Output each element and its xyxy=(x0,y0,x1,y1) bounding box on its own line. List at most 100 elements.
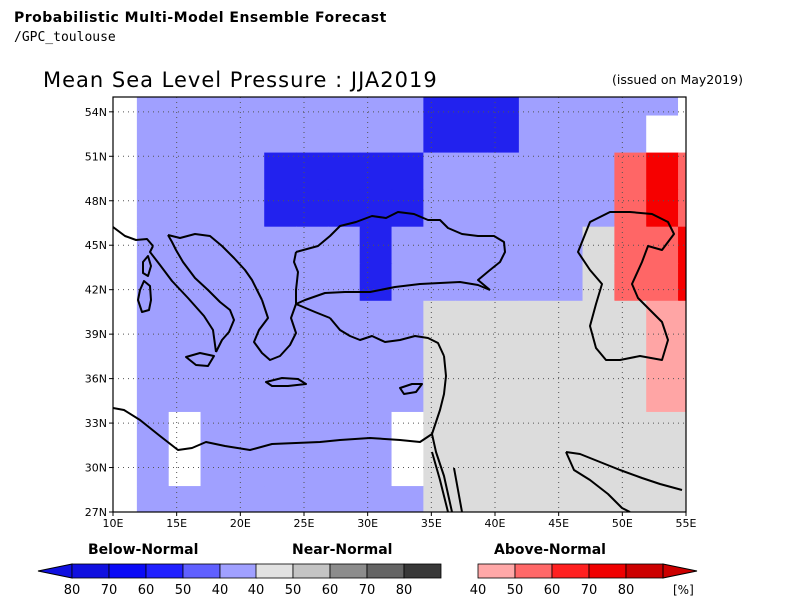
grid-cell xyxy=(519,41,551,79)
grid-cell xyxy=(774,412,800,450)
grid-cell xyxy=(359,97,393,117)
grid-cell xyxy=(391,300,424,339)
grid-cell xyxy=(487,300,520,339)
grid-cell xyxy=(296,41,328,79)
lon-tick-label: 55E xyxy=(676,517,697,530)
grid-cell xyxy=(487,0,519,5)
grid-cell xyxy=(614,449,647,487)
legend-below-tick: 40 xyxy=(212,583,229,598)
grid-cell xyxy=(774,338,800,376)
grid-cell xyxy=(391,449,424,487)
legend-below-swatch xyxy=(71,563,110,579)
grid-cell xyxy=(742,153,774,191)
grid-cell xyxy=(455,374,488,413)
grid-cell xyxy=(359,486,393,512)
legend-near-swatch xyxy=(329,563,368,579)
grid-cell xyxy=(327,152,361,191)
legend-near-swatch xyxy=(366,563,405,579)
map-title: Mean Sea Level Pressure : JJA2019 xyxy=(43,68,438,92)
grid-cell xyxy=(168,337,202,376)
grid-cell xyxy=(678,486,686,512)
grid-cell xyxy=(455,4,487,42)
grid-cell xyxy=(360,4,392,42)
grid-cell xyxy=(169,0,201,5)
grid-cell xyxy=(710,412,742,450)
grid-cell xyxy=(328,41,360,79)
lon-tick-label: 10E xyxy=(103,517,124,530)
lat-tick-label: 39N xyxy=(85,328,107,341)
grid-cell xyxy=(136,97,170,117)
grid-cell xyxy=(296,189,329,228)
coastlines xyxy=(113,211,683,512)
grid-cell xyxy=(582,374,615,413)
legend-above-tick: 60 xyxy=(544,583,561,598)
grid-cell xyxy=(391,411,424,450)
lat-tick-label: 33N xyxy=(85,417,107,430)
grid-cell xyxy=(519,4,551,42)
lat-tick-label: 27N xyxy=(85,506,107,519)
grid-cell xyxy=(646,300,679,339)
grid-cell xyxy=(232,189,265,228)
grid-cell xyxy=(296,97,329,117)
grid-cell xyxy=(327,97,361,117)
grid-cell xyxy=(742,486,774,524)
grid-cell xyxy=(487,337,520,376)
grid-cell xyxy=(168,115,202,154)
grid-cell xyxy=(550,486,584,512)
lon-tick-label: 50E xyxy=(612,517,633,530)
grid-cell xyxy=(296,115,329,154)
grid-cell xyxy=(359,152,393,191)
grid-cell xyxy=(582,337,615,376)
grid-cell xyxy=(455,115,488,154)
grid-cell xyxy=(678,449,686,487)
grid-cell xyxy=(360,0,392,5)
grid-cell xyxy=(359,337,393,376)
grid-cell xyxy=(518,226,552,265)
legend-below-arrow xyxy=(37,563,73,579)
legend-above-tick: 50 xyxy=(507,583,524,598)
grid-cell xyxy=(774,153,800,191)
legend-above-tick: 70 xyxy=(581,583,598,598)
grid-cell xyxy=(774,486,800,524)
legend-near-tick: 60 xyxy=(322,583,339,598)
grid-cell xyxy=(423,152,456,191)
grid-cell xyxy=(710,116,742,154)
grid-cell xyxy=(423,189,456,228)
grid-cell xyxy=(105,0,137,5)
grid-cell xyxy=(168,449,202,487)
grid-cell xyxy=(583,41,615,79)
grid-cell xyxy=(774,449,800,487)
legend-above-tick: 40 xyxy=(470,583,487,598)
grid-cell xyxy=(359,411,393,450)
grid-cell xyxy=(392,41,424,79)
lat-tick-label: 54N xyxy=(85,106,107,119)
legend-near-swatch xyxy=(292,563,331,579)
grid-cell xyxy=(423,0,455,5)
grid-cell xyxy=(614,189,647,228)
grid-cell xyxy=(200,226,233,265)
grid-cell xyxy=(455,0,487,5)
grid-cell xyxy=(327,411,361,450)
grid-cell xyxy=(774,116,800,154)
grid-cell xyxy=(423,300,456,339)
grid-cell xyxy=(710,486,742,524)
grid-cell xyxy=(137,4,169,42)
legend-below-swatch xyxy=(219,563,258,579)
grid-cell xyxy=(550,152,584,191)
grid-cell xyxy=(423,374,456,413)
grid-cell xyxy=(646,411,679,450)
legend-above-tick: 80 xyxy=(618,583,635,598)
grid-cell xyxy=(200,263,233,302)
grid-cell xyxy=(742,227,774,265)
grid-cell xyxy=(327,115,361,154)
grid-cell xyxy=(742,0,774,5)
grid-cell xyxy=(678,152,686,191)
grid-cell xyxy=(423,115,456,154)
grid-cell xyxy=(328,4,360,42)
grid-cell xyxy=(391,226,424,265)
grid-cell xyxy=(742,41,774,79)
grid-cell xyxy=(113,189,138,228)
grid-cell xyxy=(137,41,169,79)
grid-cell xyxy=(113,300,138,339)
grid-cell xyxy=(646,4,678,42)
